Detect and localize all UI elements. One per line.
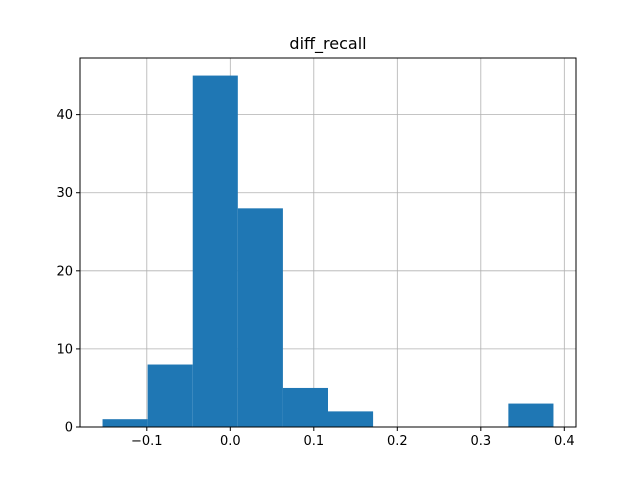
histogram-bar bbox=[237, 208, 283, 427]
histogram-bar bbox=[102, 419, 148, 427]
histogram-bar bbox=[282, 387, 328, 427]
y-tick-label: 40 bbox=[56, 108, 73, 123]
tick-layer: −0.1 0.0 0.1 0.2 0.3 0.4 0 10 20 30 40 bbox=[56, 108, 574, 449]
chart-title: diff_recall bbox=[289, 34, 366, 54]
histogram-bar bbox=[508, 403, 554, 427]
x-tick-label: 0.3 bbox=[470, 434, 491, 449]
x-tick-label: 0.4 bbox=[554, 434, 575, 449]
x-tick-label: −0.1 bbox=[131, 434, 163, 449]
histogram-bar bbox=[192, 75, 238, 428]
bar-layer bbox=[102, 75, 554, 428]
y-tick-label: 20 bbox=[56, 264, 73, 279]
y-tick-label: 30 bbox=[56, 186, 73, 201]
x-tick-label: 0.1 bbox=[303, 434, 324, 449]
x-tick-label: 0.0 bbox=[220, 434, 241, 449]
histogram-bar bbox=[147, 364, 193, 427]
y-tick-label: 0 bbox=[65, 421, 73, 436]
axes-frame bbox=[79, 57, 577, 428]
histogram-bar bbox=[328, 411, 374, 427]
y-tick-label: 10 bbox=[56, 342, 73, 357]
x-tick-label: 0.2 bbox=[387, 434, 408, 449]
